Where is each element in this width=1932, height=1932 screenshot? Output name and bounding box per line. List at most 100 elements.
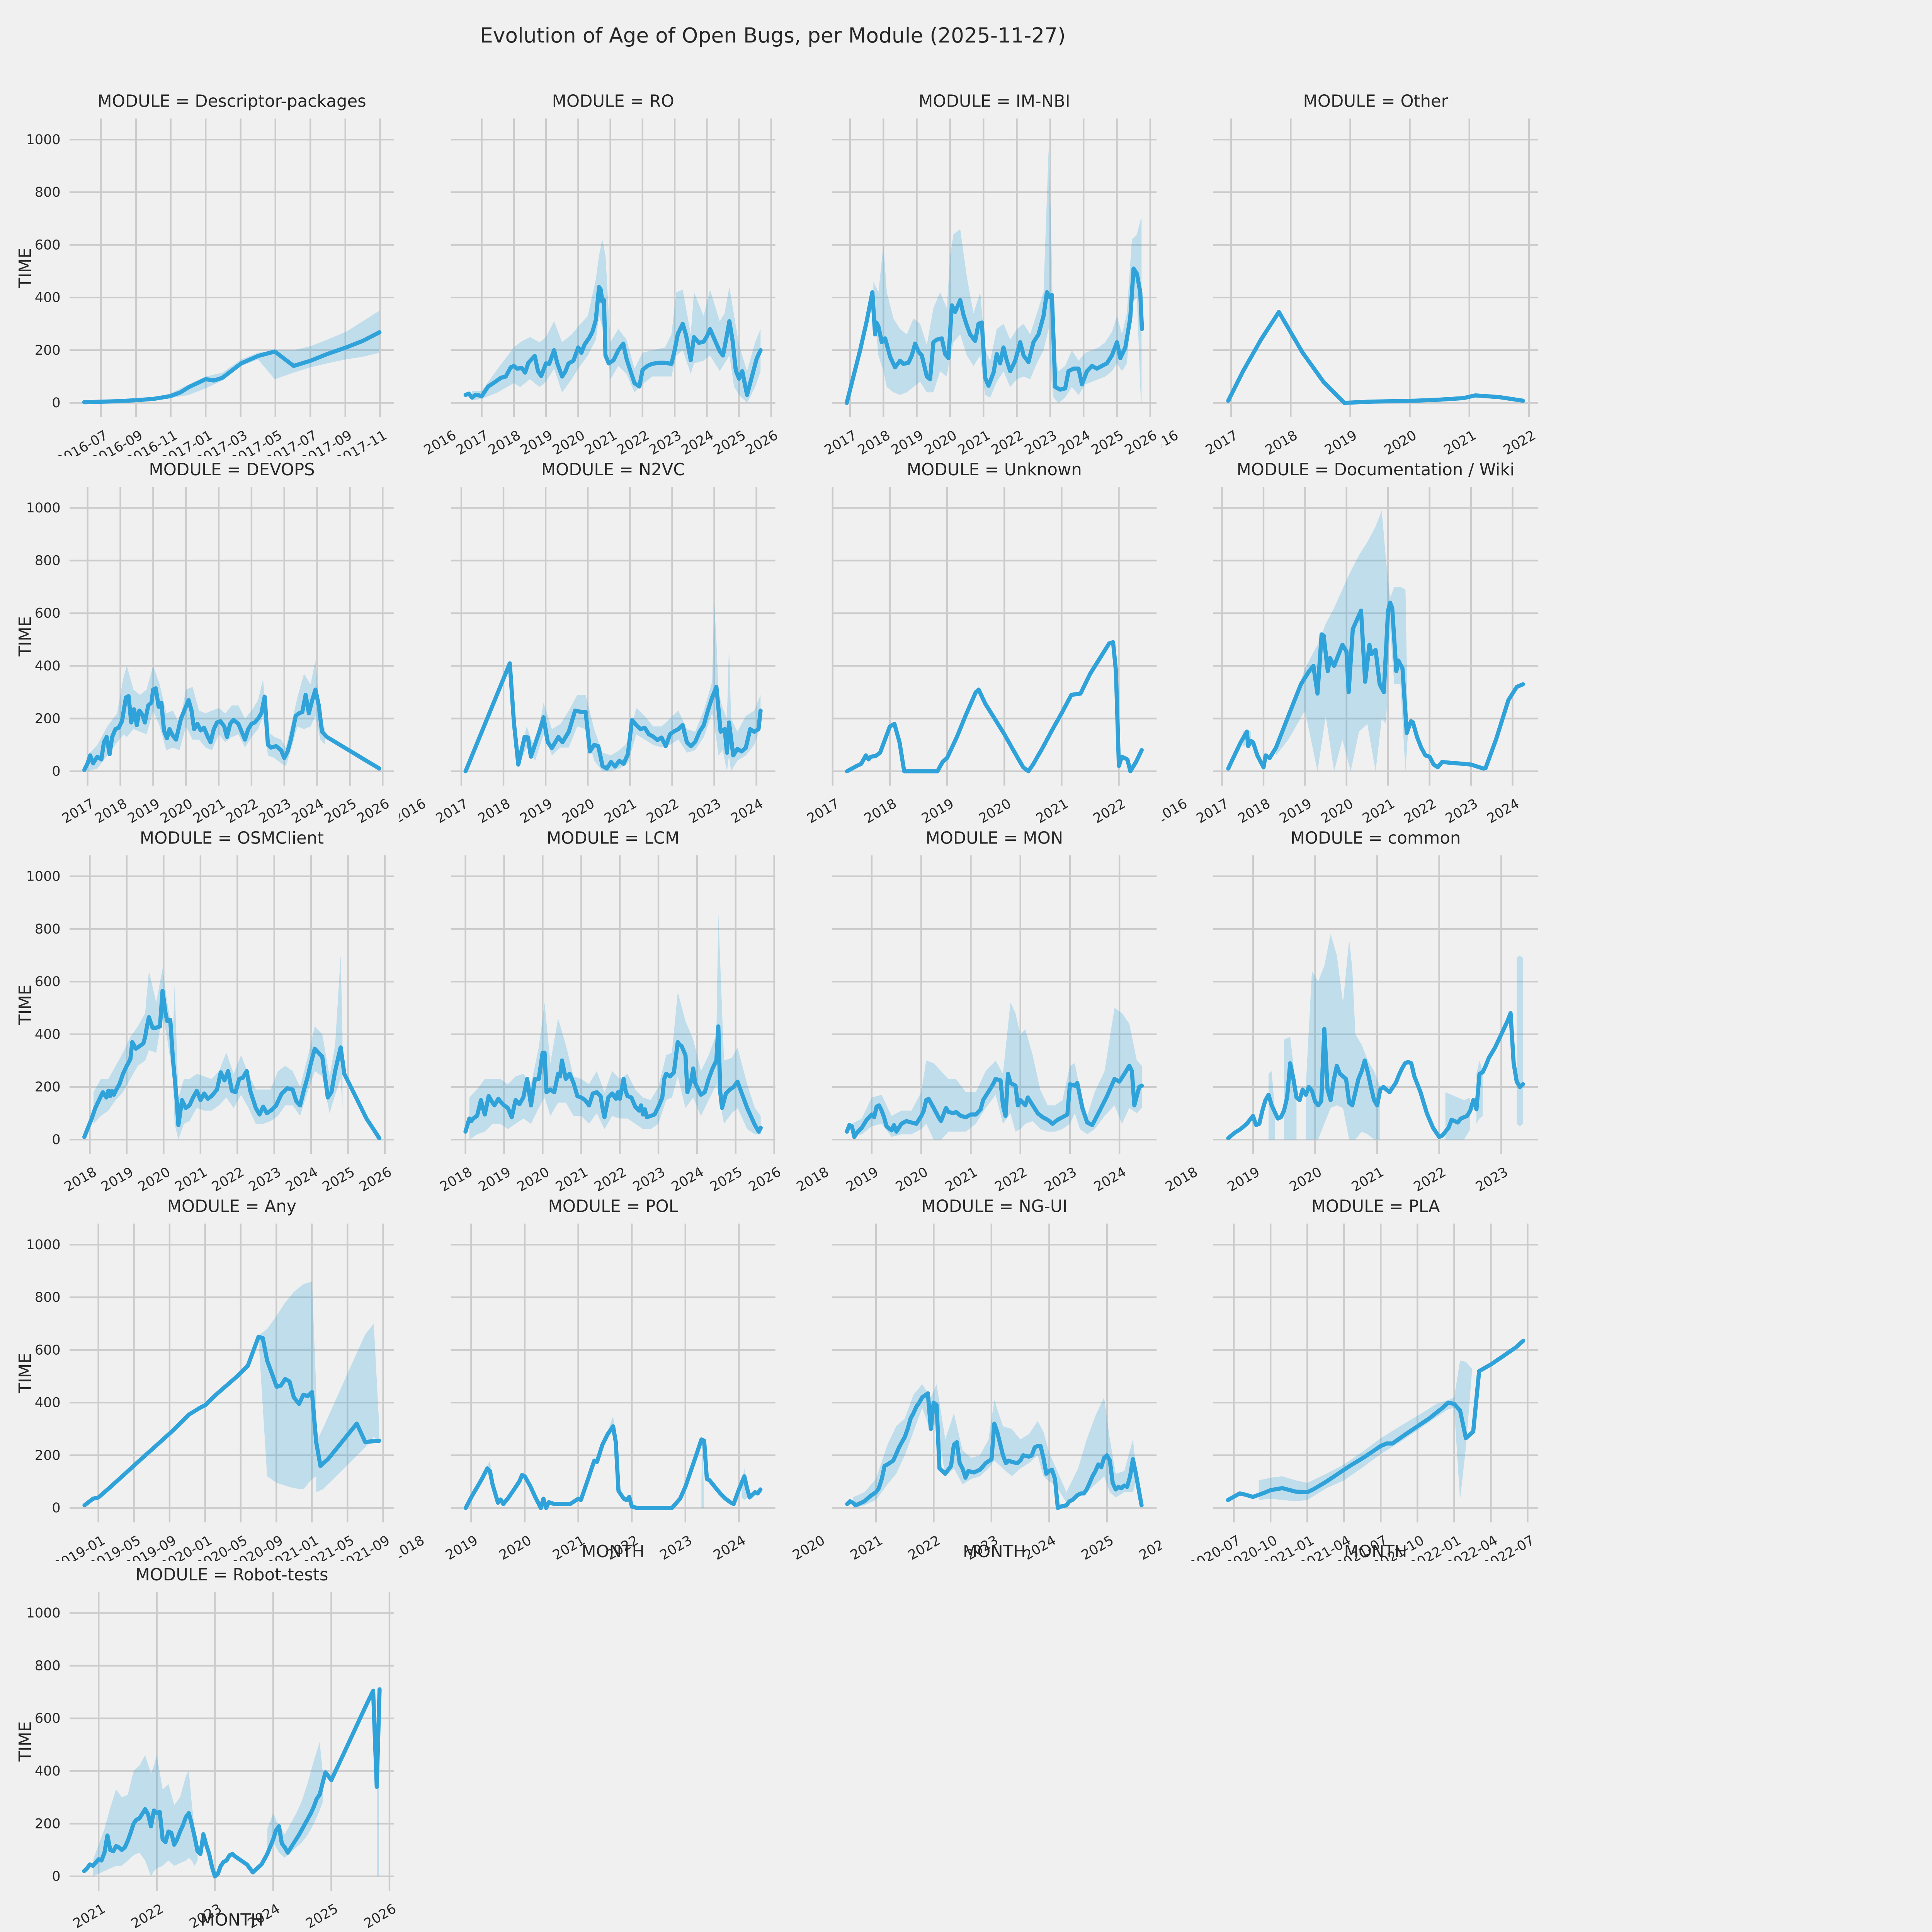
facet-title: MODULE = PLA [1311, 1197, 1440, 1216]
x-tick-label: 2023 [646, 427, 684, 456]
x-tick-label: 2025 [1089, 427, 1126, 456]
confidence-band [472, 240, 761, 403]
x-tick-label: 2021 [1349, 1164, 1386, 1193]
x-tick-label: 2020 [922, 427, 959, 456]
y-tick-label: 400 [35, 1395, 61, 1411]
x-tick-label: 2017 [1203, 427, 1241, 456]
x-tick-label: 2023 [1022, 427, 1060, 456]
chart-OSMClient: MODULE = OSMClient0200400600800100020182… [18, 828, 395, 1193]
trend-line [1226, 600, 1525, 771]
y-tick-label: 600 [35, 237, 61, 253]
facet-OSMClient: MODULE = OSMClient 0 200 400 600 800 1000 2018 2… [18, 824, 400, 1192]
x-tick-label: 2023 [657, 1532, 695, 1561]
x-tick-label: 2019 [99, 1164, 136, 1193]
trend-line [82, 1335, 381, 1507]
y-tick-label: 0 [52, 395, 60, 411]
y-tick-label: 600 [35, 974, 61, 990]
x-tick-label: 2019 [476, 1164, 514, 1193]
x-tick-label: 2026 [357, 1164, 394, 1193]
x-tick-label: 2021 [190, 796, 228, 825]
y-tick-label: 200 [35, 1448, 61, 1463]
y-tick-label: 800 [35, 1290, 61, 1305]
x-tick-label: 2023 [1042, 1164, 1079, 1193]
confidence-band [701, 1437, 704, 1508]
x-tick-label: 2021 [71, 1901, 108, 1930]
x-tick-label: 2021 [848, 1532, 885, 1561]
x-tick-label: 2019 [919, 796, 956, 825]
x-tick-label: 2022 [209, 1164, 247, 1193]
x-tick-label: 2026 [355, 796, 392, 825]
x-tick-label: 2018 [1235, 796, 1273, 825]
y-tick-label: 0 [52, 1869, 60, 1884]
chart-Any: MODULE = Any020040060080010002019-012019… [18, 1197, 394, 1561]
x-tick-label: 2022 [614, 427, 652, 456]
x-tick-label: 2022 [644, 796, 682, 825]
x-tick-label: 2020 [976, 796, 1014, 825]
y-tick-label: 600 [35, 606, 61, 621]
x-tick-label: 2025 [1079, 1532, 1116, 1561]
facet-title: MODULE = NG-UI [921, 1197, 1067, 1216]
x-tick-label: 2026 [1122, 427, 1160, 456]
x-tick-label: 2018 [62, 1164, 99, 1193]
x-tick-label: 2019 [125, 796, 163, 825]
x-tick-label: 2023 [1473, 1164, 1511, 1193]
facet-title: MODULE = LCM [547, 828, 680, 848]
x-tick-label: 2024 [289, 796, 327, 825]
facet-title: MODULE = Any [167, 1197, 297, 1216]
y-tick-label: 1000 [26, 500, 61, 516]
x-tick-label: 2018 [1263, 427, 1300, 456]
trend-line [463, 1024, 763, 1134]
x-tick-label: 2018 [794, 1164, 832, 1193]
x-tick-label: 2023 [256, 796, 294, 825]
y-tick-label: 0 [52, 764, 60, 779]
facet-N2VC: MODULE = N2VC 2016 2017 2018 2019 2020 2021 202… [399, 456, 781, 824]
facet-Other: MODULE = Other 2016 2017 2018 2019 2020 2021 20… [1162, 88, 1543, 456]
x-tick-label: 2026 [1137, 1532, 1162, 1561]
x-tick-label: 2019 [844, 1164, 881, 1193]
facet-title: MODULE = IM-NBI [918, 92, 1070, 111]
chart-LCM: MODULE = LCM 2018 2019 2020 2021 2022 2023 2024… [437, 828, 781, 1193]
y-axis-label: TIME [18, 248, 35, 288]
x-tick-label: 2022 [989, 427, 1026, 456]
x-tick-label: 2022 [1401, 796, 1439, 825]
x-tick-label: 2019 [889, 427, 926, 456]
y-tick-label: 800 [35, 922, 61, 937]
y-tick-label: 800 [35, 185, 61, 200]
x-axis-label: MONTH [1344, 1542, 1407, 1561]
x-tick-label: 2016 [1162, 427, 1181, 456]
facet-Robot-tests: MODULE = Robot-tests 0 200 400 600 800 1000 202… [18, 1561, 400, 1929]
confidence-band [259, 1281, 316, 1490]
x-tick-label: 2020 [497, 1532, 534, 1561]
x-tick-label: 2026 [743, 427, 781, 456]
x-tick-label: 2023 [630, 1164, 668, 1193]
x-tick-label: 2018 [437, 1164, 475, 1193]
y-tick-label: 1000 [26, 869, 61, 884]
facet-title: MODULE = DEVOPS [149, 460, 315, 480]
x-tick-label: 2020 [1382, 427, 1419, 456]
y-tick-label: 600 [35, 1342, 61, 1358]
y-tick-label: 600 [35, 1711, 61, 1726]
chart-MON: MODULE = MON 2018 2019 2020 2021 2022 2023 2024 [794, 828, 1157, 1193]
x-tick-label: 2018 [92, 796, 130, 825]
x-tick-label: 2020 [893, 1164, 931, 1193]
x-tick-label: 2020 [158, 796, 196, 825]
trend-line [82, 1687, 382, 1879]
chart-Documentation / Wiki: MODULE = Documentation / Wiki2016 2017 201… [1162, 460, 1538, 825]
x-tick-label: 2024 [669, 1164, 706, 1193]
x-tick-label: 2018 [862, 796, 899, 825]
x-tick-label: 2022 [592, 1164, 629, 1193]
x-tick-label: 2023 [246, 1164, 284, 1193]
facet-title: MODULE = Other [1303, 92, 1448, 111]
x-tick-label: 2024 [728, 796, 766, 825]
y-tick-label: 1000 [26, 1605, 61, 1621]
facet-title: MODULE = OSMClient [140, 828, 324, 848]
x-tick-label: 2018 [855, 427, 893, 456]
confidence-band [852, 1003, 1142, 1140]
x-tick-label: 2024 [679, 427, 716, 456]
facet-title: MODULE = POL [548, 1197, 678, 1216]
x-tick-label: 2022 [1501, 427, 1538, 456]
x-tick-label: 2026 [746, 1164, 781, 1193]
x-tick-label: 2020 [136, 1164, 173, 1193]
